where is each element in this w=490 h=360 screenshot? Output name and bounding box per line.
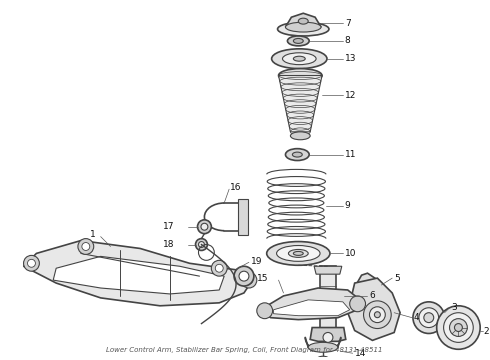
Text: 9: 9 — [345, 202, 350, 211]
Circle shape — [369, 307, 385, 323]
Ellipse shape — [289, 249, 308, 257]
Circle shape — [437, 306, 480, 349]
Text: 15: 15 — [257, 274, 269, 283]
Circle shape — [234, 266, 254, 286]
Polygon shape — [286, 13, 321, 27]
Text: 12: 12 — [345, 91, 356, 100]
Text: 10: 10 — [345, 249, 356, 258]
Text: 19: 19 — [251, 257, 262, 266]
Polygon shape — [238, 199, 248, 235]
Circle shape — [350, 296, 366, 312]
Text: 4: 4 — [414, 313, 419, 322]
Text: 13: 13 — [345, 54, 356, 63]
Text: 16: 16 — [230, 183, 242, 192]
Circle shape — [215, 264, 223, 272]
Ellipse shape — [277, 22, 329, 36]
Ellipse shape — [317, 356, 329, 360]
Circle shape — [449, 319, 467, 337]
Text: 6: 6 — [369, 291, 375, 300]
Polygon shape — [314, 266, 342, 274]
Circle shape — [197, 220, 211, 234]
Circle shape — [196, 239, 207, 251]
Polygon shape — [278, 76, 322, 132]
Circle shape — [443, 313, 473, 342]
Polygon shape — [273, 300, 350, 316]
Ellipse shape — [276, 246, 320, 261]
Polygon shape — [24, 240, 254, 306]
Circle shape — [24, 255, 39, 271]
Text: 18: 18 — [163, 240, 175, 249]
Polygon shape — [264, 288, 358, 320]
Polygon shape — [354, 273, 383, 311]
Circle shape — [201, 223, 208, 230]
Circle shape — [374, 312, 380, 318]
Circle shape — [198, 242, 204, 247]
Circle shape — [419, 308, 439, 328]
Ellipse shape — [291, 132, 310, 140]
Polygon shape — [53, 256, 224, 294]
Circle shape — [323, 333, 333, 342]
Text: Lower Control Arm, Stabilizer Bar Spring, Coil, Front Diagram for 48131-48511: Lower Control Arm, Stabilizer Bar Spring… — [106, 347, 382, 353]
Text: 7: 7 — [345, 19, 350, 28]
Text: 14: 14 — [355, 349, 366, 358]
Text: 8: 8 — [345, 36, 350, 45]
Ellipse shape — [294, 56, 305, 61]
Text: 1: 1 — [90, 230, 96, 239]
Circle shape — [211, 260, 227, 276]
Circle shape — [78, 239, 94, 255]
Ellipse shape — [298, 18, 308, 24]
Ellipse shape — [278, 69, 322, 82]
Circle shape — [239, 271, 249, 281]
Ellipse shape — [308, 342, 338, 352]
Ellipse shape — [288, 36, 309, 46]
Ellipse shape — [286, 149, 309, 161]
Polygon shape — [348, 278, 400, 341]
Text: 2: 2 — [483, 327, 489, 336]
Circle shape — [245, 276, 253, 284]
Text: 17: 17 — [163, 222, 175, 231]
Text: 11: 11 — [345, 150, 356, 159]
Circle shape — [454, 324, 463, 332]
Ellipse shape — [271, 49, 327, 69]
Ellipse shape — [267, 242, 330, 265]
Circle shape — [257, 303, 272, 319]
Ellipse shape — [294, 39, 303, 44]
Circle shape — [424, 313, 434, 323]
Circle shape — [27, 259, 35, 267]
Ellipse shape — [294, 251, 303, 255]
Polygon shape — [310, 328, 346, 341]
Circle shape — [241, 272, 257, 288]
Ellipse shape — [283, 53, 316, 65]
Circle shape — [364, 301, 391, 329]
Text: 5: 5 — [394, 274, 400, 283]
Text: 3: 3 — [451, 303, 457, 312]
Polygon shape — [320, 266, 336, 328]
Circle shape — [82, 243, 90, 251]
Ellipse shape — [293, 152, 302, 157]
Circle shape — [413, 302, 444, 333]
Ellipse shape — [286, 22, 321, 32]
